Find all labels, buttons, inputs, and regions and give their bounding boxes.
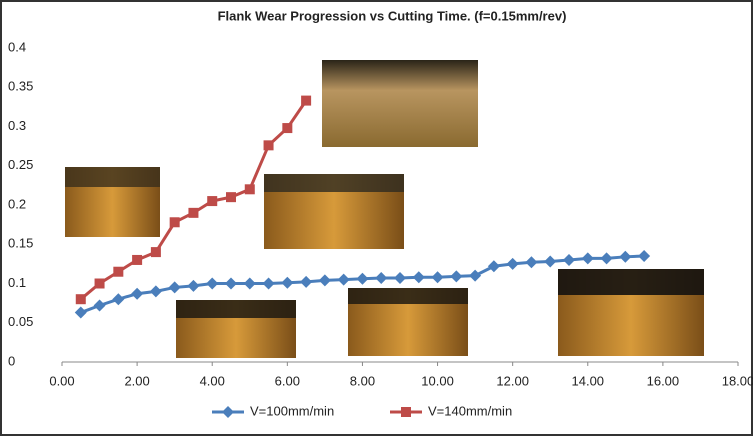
y-tick-label: 0.35 bbox=[8, 79, 33, 94]
inset-image bbox=[348, 288, 468, 304]
x-tick-label: 10.00 bbox=[421, 373, 454, 388]
inset-image bbox=[176, 300, 296, 318]
marker bbox=[638, 250, 651, 263]
marker bbox=[600, 252, 613, 265]
x-tick-label: 18.00 bbox=[722, 373, 753, 388]
marker bbox=[74, 306, 87, 319]
x-tick-label: 6.00 bbox=[275, 373, 300, 388]
y-tick-label: 0.1 bbox=[8, 275, 26, 290]
marker bbox=[450, 270, 463, 283]
inset-image bbox=[65, 167, 160, 187]
marker bbox=[94, 278, 105, 289]
y-tick-label: 0.25 bbox=[8, 157, 33, 172]
marker bbox=[282, 123, 293, 134]
marker bbox=[337, 273, 350, 286]
marker bbox=[131, 287, 144, 300]
marker bbox=[544, 255, 557, 268]
x-tick-label: 8.00 bbox=[350, 373, 375, 388]
marker bbox=[619, 250, 632, 263]
marker bbox=[132, 254, 143, 265]
marker bbox=[525, 256, 538, 269]
marker bbox=[243, 277, 256, 290]
marker bbox=[281, 276, 294, 289]
inset-images bbox=[65, 60, 704, 358]
x-tick-label: 12.00 bbox=[496, 373, 529, 388]
x-tick-label: 2.00 bbox=[124, 373, 149, 388]
marker bbox=[206, 277, 219, 290]
inset-image bbox=[322, 60, 478, 147]
marker bbox=[75, 294, 86, 305]
y-tick-label: 0.15 bbox=[8, 236, 33, 251]
marker bbox=[150, 247, 161, 258]
marker bbox=[431, 271, 444, 284]
marker bbox=[169, 217, 180, 228]
marker bbox=[506, 257, 519, 270]
marker bbox=[300, 275, 313, 288]
chart-title: Flank Wear Progression vs Cutting Time. … bbox=[218, 8, 567, 23]
marker bbox=[487, 260, 500, 273]
marker bbox=[226, 192, 236, 203]
marker bbox=[188, 207, 199, 218]
y-tick-label: 0.2 bbox=[8, 196, 26, 211]
marker bbox=[263, 140, 274, 151]
marker bbox=[112, 293, 125, 306]
marker bbox=[225, 277, 237, 290]
y-tick-label: 0.4 bbox=[8, 39, 26, 54]
y-tick-label: 0 bbox=[8, 353, 15, 368]
marker bbox=[244, 184, 255, 195]
x-tick-label: 4.00 bbox=[200, 373, 225, 388]
x-tick-label: 14.00 bbox=[572, 373, 605, 388]
marker bbox=[113, 266, 124, 277]
marker bbox=[581, 252, 594, 265]
legend-label: V=140mm/min bbox=[428, 403, 512, 418]
marker bbox=[93, 299, 106, 312]
x-tick-label: 0.00 bbox=[49, 373, 74, 388]
marker bbox=[301, 95, 312, 106]
marker bbox=[168, 281, 181, 294]
inset-image bbox=[264, 174, 404, 192]
marker bbox=[375, 272, 388, 285]
y-tick-label: 0.05 bbox=[8, 314, 33, 329]
marker bbox=[222, 406, 234, 418]
marker bbox=[187, 279, 200, 292]
marker bbox=[207, 196, 218, 207]
marker bbox=[563, 253, 575, 266]
marker bbox=[318, 274, 331, 287]
marker bbox=[149, 285, 162, 298]
legend-label: V=100mm/min bbox=[250, 403, 334, 418]
y-tick-label: 0.3 bbox=[8, 118, 26, 133]
marker bbox=[394, 272, 406, 285]
marker bbox=[262, 277, 275, 290]
marker bbox=[412, 271, 425, 284]
inset-image bbox=[558, 269, 704, 295]
x-tick-label: 16.00 bbox=[647, 373, 680, 388]
marker bbox=[356, 272, 369, 285]
marker bbox=[401, 407, 411, 417]
marker bbox=[469, 269, 482, 282]
